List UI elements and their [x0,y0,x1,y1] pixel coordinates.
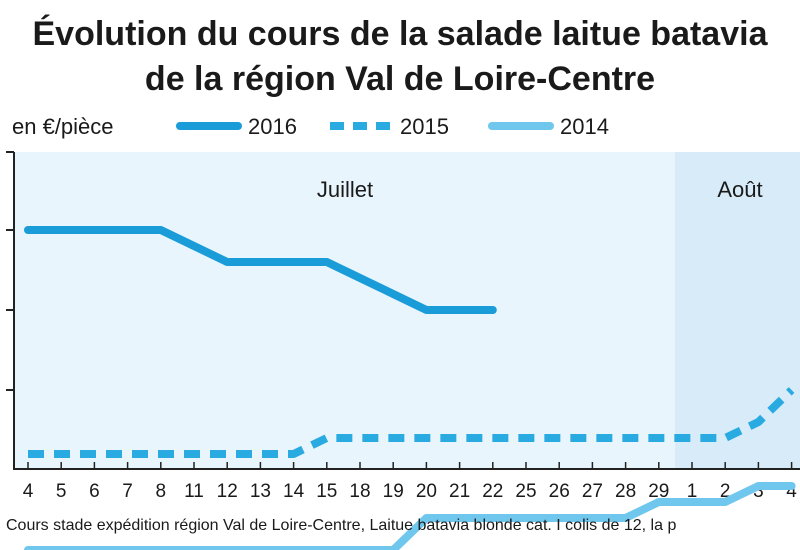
unit-label: en €/pièce [12,114,114,139]
footnote: Cours stade expédition région Val de Loi… [6,517,676,534]
x-tick-label: 2 [720,481,731,502]
series-line-2015 [28,387,795,458]
x-tick-label: 6 [89,481,100,502]
plot-area-august [675,152,800,468]
x-tick-label: 27 [582,481,603,502]
x-tick-label: 15 [316,481,337,502]
x-tick-label: 3 [753,481,764,502]
x-tick-label: 28 [615,481,636,502]
legend: 2016 2015 2014 [176,114,609,139]
x-tick-label: 20 [416,481,437,502]
x-tick-label: 8 [156,481,167,502]
month-label-july: Juillet [317,177,373,202]
x-tick-label: 19 [383,481,404,502]
legend-label-2015: 2015 [400,114,449,139]
x-axis-tick-labels: 4 5 6 7 8 11 12 13 14 15 18 19 20 21 22 25 26 27 28 29 1 2 3 4 [23,481,798,502]
x-tick-label: 25 [515,481,536,502]
x-tick-label: 1 [687,481,698,502]
series-line-2014 [24,482,796,550]
x-axis-ticks [27,462,793,469]
x-tick-label: 11 [184,481,204,502]
series-lines [24,226,796,550]
x-tick-label: 4 [23,481,34,502]
x-tick-label: 5 [56,481,67,502]
x-tick-label: 29 [648,481,669,502]
month-label-august: Août [717,177,762,202]
x-tick-label: 7 [122,481,133,502]
x-tick-label: 22 [482,481,503,502]
chart-title-line-1: Évolution du cours de la salade laitue b… [33,15,769,53]
x-tick-label: 12 [217,481,238,502]
legend-label-2016: 2016 [248,114,297,139]
series-line-2016 [24,226,497,314]
x-tick-label: 21 [449,481,470,502]
x-tick-label: 13 [250,481,271,502]
x-tick-label: 14 [283,481,305,502]
x-tick-label: 4 [786,481,797,502]
x-tick-label: 26 [549,481,570,502]
legend-label-2014: 2014 [560,114,609,139]
x-tick-label: 18 [349,481,370,502]
chart-title-line-2: de la région Val de Loire-Centre [145,60,655,98]
plot-area-july [14,152,675,468]
